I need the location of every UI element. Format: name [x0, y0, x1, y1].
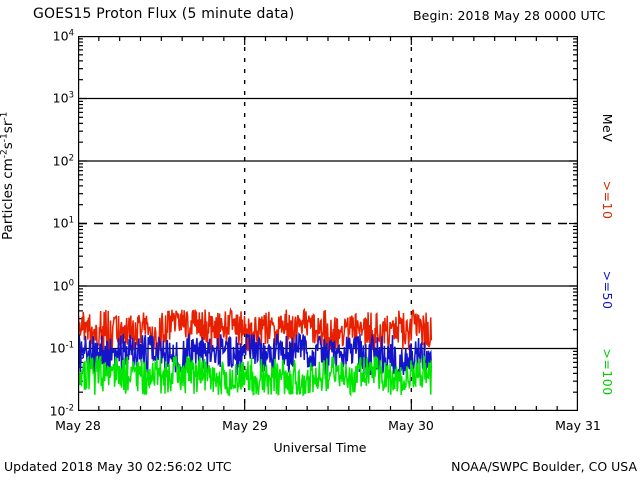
updated-timestamp: Updated 2018 May 30 02:56:02 UTC — [4, 459, 232, 474]
x-axis-title: Universal Time — [273, 440, 367, 455]
y-tick-label: 104 — [52, 28, 74, 44]
source-credit: NOAA/SWPC Boulder, CO USA — [451, 459, 637, 474]
y-tick-label: 101 — [52, 215, 74, 231]
y-tick-label: 102 — [52, 153, 74, 169]
y-tick-label: 103 — [52, 90, 74, 106]
legend-units-label: MeV — [600, 113, 615, 143]
begin-timestamp: Begin: 2018 May 28 0000 UTC — [413, 8, 606, 23]
page-title: GOES15 Proton Flux (5 minute data) — [33, 6, 295, 22]
y-tick-label: 100 — [52, 278, 74, 294]
plot-area — [78, 36, 578, 411]
x-tick-label: May 28 — [55, 418, 101, 433]
x-tick-label: May 29 — [222, 418, 268, 433]
x-tick-label: May 31 — [555, 418, 601, 433]
legend-p100-label: >=100 — [600, 348, 615, 396]
y-axis-title: Particles cm-2s-1sr-1 — [0, 111, 16, 240]
legend-p10-label: >=10 — [600, 180, 615, 220]
flux-chart-svg — [78, 36, 578, 411]
flux-series — [78, 307, 433, 397]
y-tick-label: 10-2 — [49, 403, 74, 419]
flux-trace-p100 — [78, 354, 433, 397]
x-tick-label: May 30 — [388, 418, 434, 433]
y-tick-label: 10-1 — [49, 340, 74, 356]
plot-frame — [78, 36, 578, 411]
legend-p50-label: >=50 — [600, 270, 615, 310]
